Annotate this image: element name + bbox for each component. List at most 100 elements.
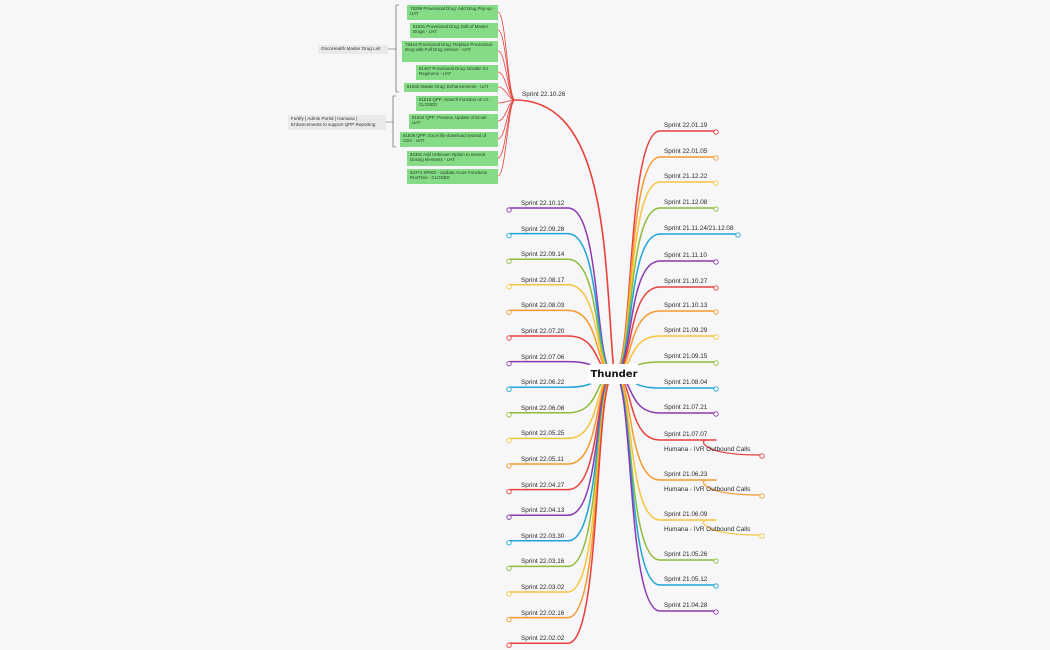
branch-toggle[interactable] — [506, 284, 512, 290]
branch-toggle[interactable] — [759, 453, 765, 459]
branch-toggle[interactable] — [506, 232, 512, 239]
branch-toggle[interactable] — [506, 360, 512, 367]
right-branch-label[interactable]: Sprint 21.05.12 — [664, 576, 708, 583]
top-item-connector — [497, 11, 516, 101]
left-branch-label[interactable]: Sprint 22.06.22 — [521, 379, 565, 387]
left-branch-label[interactable]: Sprint 22.03.30 — [521, 532, 565, 540]
right-branch-label[interactable]: Sprint 21.06.23 — [664, 471, 708, 478]
right-branch-label[interactable]: Sprint 21.07.21 — [664, 404, 708, 411]
top-item[interactable]: 81467 Provisional Drug: Disable for Regi… — [416, 65, 498, 80]
child-connector — [702, 439, 761, 456]
branch-toggle[interactable] — [735, 232, 741, 238]
child-label[interactable]: Humana - IVR Outbound Calls — [664, 446, 751, 453]
left-branch-label[interactable]: Sprint 22.09.28 — [521, 225, 565, 233]
group-bracket — [392, 95, 397, 148]
top-item-connector — [497, 50, 516, 101]
right-branch-label[interactable]: Sprint 21.09.29 — [664, 327, 708, 334]
branch-toggle[interactable] — [713, 129, 719, 135]
left-branch-label[interactable]: Sprint 22.03.02 — [521, 584, 565, 591]
right-branch-label[interactable]: Sprint 22.01.19 — [664, 122, 708, 129]
top-item[interactable]: 81518 QPP: Search Function on UI - CLOSE… — [416, 96, 498, 111]
branch-toggle[interactable] — [759, 533, 765, 539]
branch-toggle[interactable] — [506, 309, 512, 316]
right-branch-line — [613, 373, 717, 612]
branch-toggle[interactable] — [713, 334, 719, 340]
branch-toggle[interactable] — [713, 558, 719, 564]
right-branch-label[interactable]: Sprint 21.07.07 — [664, 431, 708, 438]
left-branch-label[interactable]: Sprint 22.04.27 — [521, 481, 565, 489]
branch-toggle[interactable] — [506, 437, 512, 444]
branch-toggle[interactable] — [506, 514, 512, 520]
top-item-connector — [497, 86, 516, 101]
top-branch-line — [514, 99, 615, 375]
top-item[interactable]: 82381 Add Unknown Option to several Dosi… — [407, 151, 498, 166]
top-branch-label[interactable]: Sprint 22.10.26 — [522, 91, 566, 98]
left-branch-label[interactable]: Sprint 22.09.14 — [521, 251, 565, 259]
branch-toggle[interactable] — [713, 180, 719, 186]
top-item-connector — [497, 99, 516, 159]
right-branch-label[interactable]: Sprint 21.12.08 — [664, 199, 708, 206]
branch-toggle[interactable] — [506, 591, 512, 597]
right-branch-label[interactable]: Sprint 22.01.05 — [664, 148, 708, 155]
branch-toggle[interactable] — [506, 335, 512, 341]
right-branch-label[interactable]: Sprint 21.11.24/21.12.08 — [664, 225, 734, 232]
branch-toggle[interactable] — [506, 540, 512, 546]
branch-toggle[interactable] — [506, 642, 512, 648]
branch-toggle[interactable] — [713, 360, 719, 366]
child-connector — [702, 519, 761, 536]
child-label[interactable]: Humana - IVR Outbound Calls — [664, 486, 751, 493]
branch-toggle[interactable] — [713, 411, 719, 417]
right-branch-label[interactable]: Sprint 21.08.04 — [664, 379, 708, 386]
right-branch-label[interactable]: Sprint 21.09.15 — [664, 353, 708, 360]
right-branch-label[interactable]: Sprint 21.11.10 — [664, 252, 707, 259]
left-branch-label[interactable]: Sprint 22.02.02 — [521, 635, 565, 643]
left-branch-label[interactable]: Sprint 22.08.17 — [521, 276, 565, 284]
right-branch-label[interactable]: Sprint 21.05.26 — [664, 551, 708, 558]
branch-toggle[interactable] — [713, 155, 719, 161]
right-branch-label[interactable]: Sprint 21.04.28 — [664, 602, 708, 609]
branch-toggle[interactable] — [506, 463, 512, 469]
group-label-oncohealth[interactable]: OncoHealth Master Drug List — [318, 45, 388, 54]
group-bracket — [395, 4, 400, 93]
left-branch-label[interactable]: Sprint 22.05.25 — [521, 430, 565, 438]
branch-toggle[interactable] — [506, 565, 512, 572]
branch-toggle[interactable] — [713, 386, 719, 392]
child-label[interactable]: Humana - IVR Outbound Calls — [664, 526, 751, 533]
left-branch-label[interactable]: Sprint 22.07.06 — [521, 353, 565, 361]
left-branch-label[interactable]: Sprint 22.07.20 — [521, 328, 565, 335]
branch-toggle[interactable] — [713, 285, 719, 291]
right-branch-label[interactable]: Sprint 21.10.13 — [664, 302, 708, 309]
branch-toggle[interactable] — [506, 412, 512, 418]
branch-toggle[interactable] — [506, 616, 512, 623]
branch-toggle[interactable] — [506, 258, 512, 264]
branch-toggle[interactable] — [713, 583, 719, 589]
group-label-fortify[interactable]: Fortify | Admin Portal | Humana | Enhanc… — [288, 115, 386, 130]
top-item[interactable]: 81831 Provisional Drug: Edit of Master D… — [410, 23, 498, 38]
right-branch-label[interactable]: Sprint 21.12.22 — [664, 173, 708, 180]
left-branch-label[interactable]: Sprint 22.08.03 — [521, 302, 565, 310]
top-item[interactable]: 79299 Provisional Drug: Add Drug Pop-up … — [407, 5, 498, 20]
top-item[interactable]: 81834 QPP: Preview, Update of Email - UA… — [409, 114, 498, 129]
top-item-connector — [497, 99, 516, 177]
right-branch-label[interactable]: Sprint 21.06.09 — [664, 511, 708, 518]
left-branch-label[interactable]: Sprint 22.04.13 — [521, 507, 565, 515]
branch-toggle[interactable] — [759, 493, 765, 499]
branch-toggle[interactable] — [713, 609, 719, 615]
top-item[interactable]: 78344 Provisional Drug: Replace Provisio… — [402, 41, 498, 62]
branch-toggle[interactable] — [506, 488, 512, 495]
branch-toggle[interactable] — [713, 206, 719, 212]
branch-toggle[interactable] — [713, 309, 719, 315]
right-branch-label[interactable]: Sprint 21.10.27 — [664, 278, 708, 285]
root-node[interactable]: Thunder — [588, 364, 640, 384]
branch-toggle[interactable] — [506, 386, 512, 392]
top-item[interactable]: 82374 SPIKE - Update Azure Functions Run… — [407, 169, 498, 184]
top-item[interactable]: 81832 Master Drug: Enhancements - UAT — [404, 83, 498, 92]
left-branch-label[interactable]: Sprint 22.06.08 — [521, 404, 565, 412]
top-item[interactable]: 81836 QPP: Excel file download instead o… — [400, 132, 498, 147]
left-branch-label[interactable]: Sprint 22.10.12 — [521, 200, 565, 207]
left-branch-label[interactable]: Sprint 22.05.11 — [521, 456, 564, 463]
branch-toggle[interactable] — [713, 259, 719, 265]
left-branch-label[interactable]: Sprint 22.02.16 — [521, 609, 565, 617]
branch-toggle[interactable] — [506, 207, 512, 213]
left-branch-label[interactable]: Sprint 22.03.16 — [521, 558, 565, 566]
